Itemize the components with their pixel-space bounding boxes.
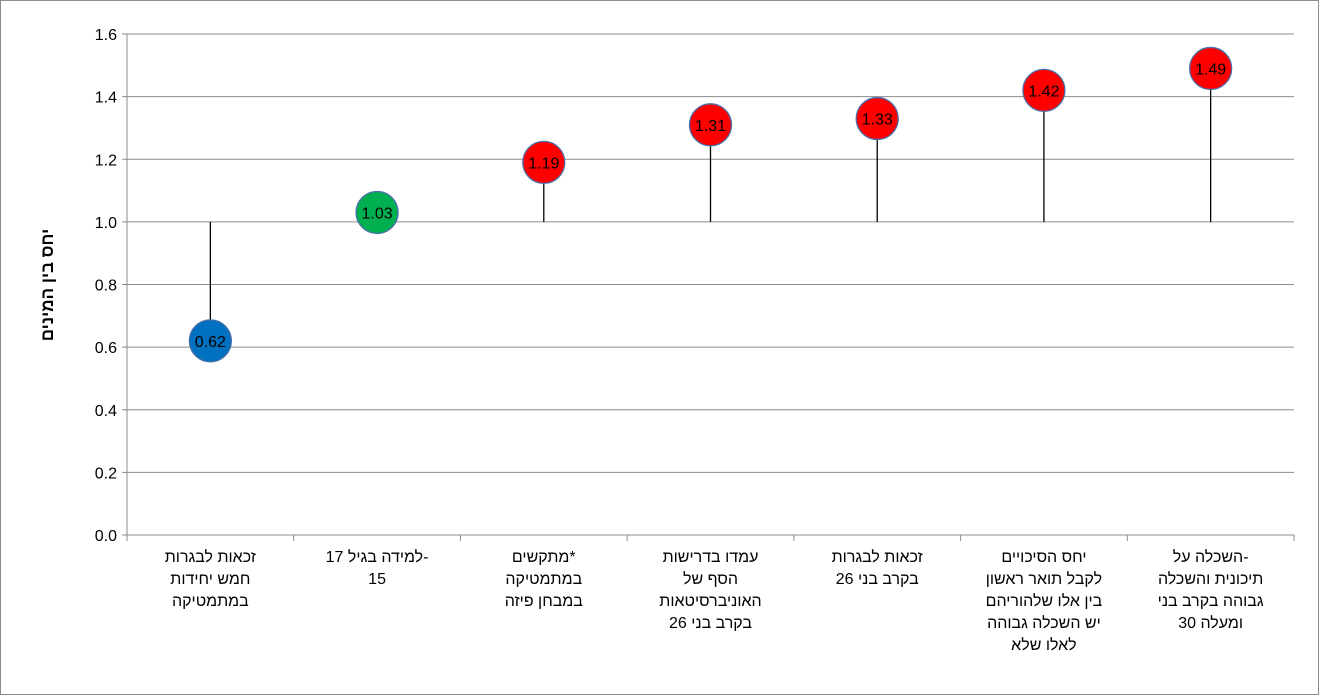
category-label: זכאות לבגרות בקרב בני 26 bbox=[832, 548, 923, 588]
axes bbox=[122, 33, 1295, 541]
data-point-marker bbox=[522, 140, 566, 185]
y-tick-label: 1.2 bbox=[95, 152, 117, 169]
y-axis-title: יחס בין המינים bbox=[38, 229, 57, 341]
category-label-line: במתמטיקה bbox=[172, 593, 249, 610]
category-label-line: חמש יחידות bbox=[170, 571, 250, 588]
gridlines bbox=[127, 33, 1294, 473]
category-label-line: תיכונית והשכלה bbox=[1158, 570, 1263, 588]
data-labels: 0.62 1.03 1.19 1.31 1.33 1.42 1.49 bbox=[195, 61, 1227, 350]
data-label: 1.19 bbox=[528, 155, 559, 172]
data-label: 1.03 bbox=[362, 205, 393, 222]
category-labels: זכאות לבגרות חמש יחידות במתמטיקה למידה בגיל… bbox=[165, 548, 1264, 654]
category-label-line: לקבל תואר ראשון bbox=[986, 570, 1102, 588]
y-tick-label: 0.0 bbox=[95, 528, 117, 545]
category-label-line: לאלו שלא bbox=[1011, 636, 1076, 654]
y-tick-label: 0.6 bbox=[95, 340, 117, 357]
category-label-line: זכאות לבגרות bbox=[165, 548, 256, 566]
data-point-marker bbox=[1188, 46, 1233, 91]
y-tick-labels: 0.0 0.2 0.4 0.6 0.8 1.0 1.2 1.4 1.6 bbox=[95, 27, 117, 545]
category-label-line: במתמטיקה bbox=[505, 571, 582, 588]
category-label-line: השכלה על- bbox=[1173, 548, 1249, 566]
category-label: יחס הסיכויים לקבל תואר ראשון בין אלו שלהור… bbox=[986, 549, 1103, 654]
data-label: 1.31 bbox=[695, 118, 726, 135]
category-label-line: במבחן פיזה bbox=[505, 593, 584, 610]
category-label-line: בין אלו שלהוריהם bbox=[986, 592, 1103, 610]
data-point-marker bbox=[855, 96, 899, 141]
category-label-line: 30 ומעלה bbox=[1178, 614, 1243, 632]
y-tick-label: 1.4 bbox=[95, 90, 117, 107]
stems bbox=[209, 68, 1212, 341]
category-label-line: עמדו בדרישות bbox=[663, 549, 759, 566]
data-point-marker bbox=[355, 190, 399, 235]
category-label-line: הסף של bbox=[683, 570, 738, 588]
category-label-line: בקרב בני 26 bbox=[836, 571, 919, 588]
data-label: 1.42 bbox=[1028, 83, 1059, 100]
category-label-line: בקרב בני 26 bbox=[669, 615, 752, 632]
category-label-line: גבוהה בקרב בני bbox=[1158, 593, 1264, 610]
category-label-line: יחס הסיכויים bbox=[1001, 549, 1086, 566]
markers bbox=[188, 46, 1233, 363]
data-label: 1.33 bbox=[862, 112, 893, 129]
data-point-marker bbox=[188, 319, 233, 363]
data-point-marker bbox=[688, 103, 733, 147]
category-label-line: האוניברסיטאות bbox=[659, 593, 761, 610]
category-label: עמדו בדרישות הסף של האוניברסיטאות בקרב בני … bbox=[659, 549, 761, 632]
y-tick-label: 0.8 bbox=[95, 278, 117, 295]
data-label: 0.62 bbox=[195, 334, 226, 351]
y-tick-label: 1.6 bbox=[95, 27, 117, 44]
data-point-marker bbox=[1022, 68, 1066, 113]
y-tick-label: 1.0 bbox=[95, 215, 117, 232]
category-label-line: מתקשים* bbox=[512, 549, 576, 566]
category-label: למידה בגיל 17- 15 bbox=[326, 548, 429, 588]
data-label: 1.49 bbox=[1195, 61, 1226, 78]
category-label: מתקשים* במתמטיקה במבחן פיזה bbox=[505, 549, 584, 610]
y-tick-label: 0.2 bbox=[95, 465, 117, 482]
category-label-line: למידה בגיל 17- bbox=[326, 548, 429, 566]
y-tick-label: 0.4 bbox=[95, 403, 117, 420]
category-label-line: זכאות לבגרות bbox=[832, 548, 923, 566]
category-label-line: יש השכלה גבוהה bbox=[987, 614, 1101, 632]
category-label: השכלה על- תיכונית והשכלה גבוהה בקרב בני 30 … bbox=[1158, 548, 1264, 632]
category-label: זכאות לבגרות חמש יחידות במתמטיקה bbox=[165, 548, 256, 610]
category-label-line: 15 bbox=[368, 571, 386, 588]
